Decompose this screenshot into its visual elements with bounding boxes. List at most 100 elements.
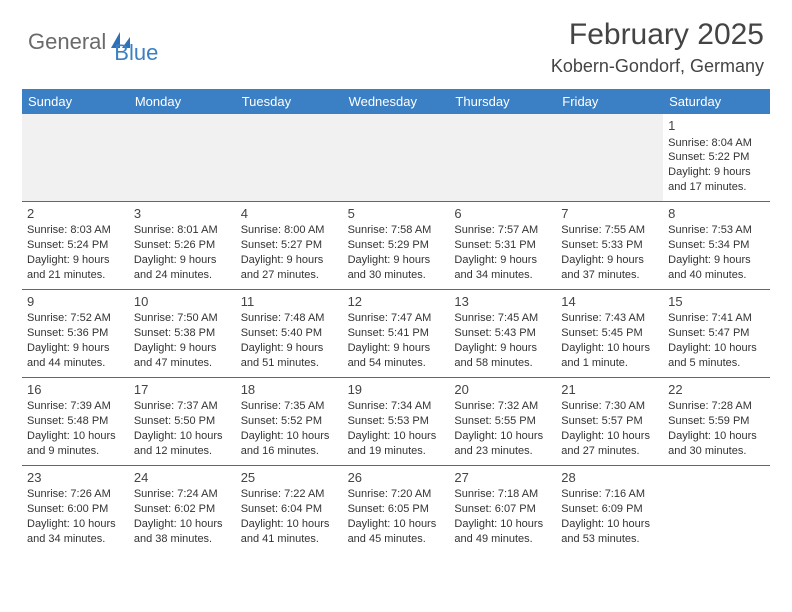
day-number: 24 bbox=[134, 469, 231, 487]
daylight1-line: Daylight: 10 hours bbox=[348, 517, 445, 532]
daylight2-line: and 1 minute. bbox=[561, 356, 658, 371]
sunset-line: Sunset: 5:22 PM bbox=[668, 150, 765, 165]
daylight2-line: and 30 minutes. bbox=[348, 268, 445, 283]
calendar-cell: 1Sunrise: 8:04 AMSunset: 5:22 PMDaylight… bbox=[663, 114, 770, 201]
calendar-cell: 4Sunrise: 8:00 AMSunset: 5:27 PMDaylight… bbox=[236, 202, 343, 289]
sunset-line: Sunset: 5:55 PM bbox=[454, 414, 551, 429]
weekday-header: Thursday bbox=[449, 89, 556, 114]
sunset-line: Sunset: 5:38 PM bbox=[134, 326, 231, 341]
daylight2-line: and 27 minutes. bbox=[241, 268, 338, 283]
sunrise-line: Sunrise: 8:00 AM bbox=[241, 223, 338, 238]
day-number: 13 bbox=[454, 293, 551, 311]
sunset-line: Sunset: 6:09 PM bbox=[561, 502, 658, 517]
sunrise-line: Sunrise: 7:34 AM bbox=[348, 399, 445, 414]
weekday-header: Wednesday bbox=[343, 89, 450, 114]
sunset-line: Sunset: 5:27 PM bbox=[241, 238, 338, 253]
daylight2-line: and 21 minutes. bbox=[27, 268, 124, 283]
calendar-cell: 2Sunrise: 8:03 AMSunset: 5:24 PMDaylight… bbox=[22, 202, 129, 289]
day-number: 20 bbox=[454, 381, 551, 399]
daylight2-line: and 38 minutes. bbox=[134, 532, 231, 547]
weekday-header: Friday bbox=[556, 89, 663, 114]
sunset-line: Sunset: 5:36 PM bbox=[27, 326, 124, 341]
sunset-line: Sunset: 5:45 PM bbox=[561, 326, 658, 341]
sunrise-line: Sunrise: 7:35 AM bbox=[241, 399, 338, 414]
logo-text-general: General bbox=[28, 29, 106, 55]
sunrise-line: Sunrise: 7:37 AM bbox=[134, 399, 231, 414]
sunrise-line: Sunrise: 7:32 AM bbox=[454, 399, 551, 414]
sunrise-line: Sunrise: 7:53 AM bbox=[668, 223, 765, 238]
sunset-line: Sunset: 6:02 PM bbox=[134, 502, 231, 517]
day-number: 1 bbox=[668, 117, 765, 135]
sunset-line: Sunset: 5:34 PM bbox=[668, 238, 765, 253]
daylight2-line: and 37 minutes. bbox=[561, 268, 658, 283]
sunset-line: Sunset: 5:50 PM bbox=[134, 414, 231, 429]
header: General Blue February 2025 Kobern-Gondor… bbox=[0, 0, 792, 83]
sunrise-line: Sunrise: 7:47 AM bbox=[348, 311, 445, 326]
calendar-cell: 21Sunrise: 7:30 AMSunset: 5:57 PMDayligh… bbox=[556, 378, 663, 465]
calendar-cell bbox=[343, 114, 450, 201]
calendar-cell: 10Sunrise: 7:50 AMSunset: 5:38 PMDayligh… bbox=[129, 290, 236, 377]
day-number: 8 bbox=[668, 205, 765, 223]
calendar-cell bbox=[22, 114, 129, 201]
day-number: 25 bbox=[241, 469, 338, 487]
day-number: 15 bbox=[668, 293, 765, 311]
day-number: 4 bbox=[241, 205, 338, 223]
calendar-cell bbox=[236, 114, 343, 201]
sunrise-line: Sunrise: 7:39 AM bbox=[27, 399, 124, 414]
week-row: 16Sunrise: 7:39 AMSunset: 5:48 PMDayligh… bbox=[22, 377, 770, 465]
week-row: 9Sunrise: 7:52 AMSunset: 5:36 PMDaylight… bbox=[22, 289, 770, 377]
sunrise-line: Sunrise: 7:57 AM bbox=[454, 223, 551, 238]
daylight1-line: Daylight: 10 hours bbox=[348, 429, 445, 444]
daylight1-line: Daylight: 9 hours bbox=[134, 253, 231, 268]
daylight1-line: Daylight: 9 hours bbox=[241, 253, 338, 268]
sunrise-line: Sunrise: 8:03 AM bbox=[27, 223, 124, 238]
week-row: 2Sunrise: 8:03 AMSunset: 5:24 PMDaylight… bbox=[22, 201, 770, 289]
day-number: 17 bbox=[134, 381, 231, 399]
sunset-line: Sunset: 5:33 PM bbox=[561, 238, 658, 253]
calendar-cell: 12Sunrise: 7:47 AMSunset: 5:41 PMDayligh… bbox=[343, 290, 450, 377]
calendar-cell: 27Sunrise: 7:18 AMSunset: 6:07 PMDayligh… bbox=[449, 466, 556, 553]
day-number: 6 bbox=[454, 205, 551, 223]
calendar-cell: 13Sunrise: 7:45 AMSunset: 5:43 PMDayligh… bbox=[449, 290, 556, 377]
sunset-line: Sunset: 5:57 PM bbox=[561, 414, 658, 429]
daylight1-line: Daylight: 9 hours bbox=[668, 253, 765, 268]
daylight2-line: and 19 minutes. bbox=[348, 444, 445, 459]
calendar-cell bbox=[129, 114, 236, 201]
logo: General Blue bbox=[28, 18, 158, 66]
sunset-line: Sunset: 5:53 PM bbox=[348, 414, 445, 429]
daylight1-line: Daylight: 10 hours bbox=[241, 517, 338, 532]
daylight2-line: and 51 minutes. bbox=[241, 356, 338, 371]
sunset-line: Sunset: 5:52 PM bbox=[241, 414, 338, 429]
daylight2-line: and 58 minutes. bbox=[454, 356, 551, 371]
calendar-cell: 6Sunrise: 7:57 AMSunset: 5:31 PMDaylight… bbox=[449, 202, 556, 289]
calendar-cell: 24Sunrise: 7:24 AMSunset: 6:02 PMDayligh… bbox=[129, 466, 236, 553]
calendar-cell: 5Sunrise: 7:58 AMSunset: 5:29 PMDaylight… bbox=[343, 202, 450, 289]
calendar-cell: 19Sunrise: 7:34 AMSunset: 5:53 PMDayligh… bbox=[343, 378, 450, 465]
daylight2-line: and 24 minutes. bbox=[134, 268, 231, 283]
daylight1-line: Daylight: 10 hours bbox=[454, 517, 551, 532]
daylight2-line: and 40 minutes. bbox=[668, 268, 765, 283]
daylight2-line: and 17 minutes. bbox=[668, 180, 765, 195]
weekday-header: Sunday bbox=[22, 89, 129, 114]
daylight1-line: Daylight: 9 hours bbox=[348, 341, 445, 356]
day-number: 3 bbox=[134, 205, 231, 223]
day-number: 21 bbox=[561, 381, 658, 399]
calendar-cell: 7Sunrise: 7:55 AMSunset: 5:33 PMDaylight… bbox=[556, 202, 663, 289]
daylight2-line: and 44 minutes. bbox=[27, 356, 124, 371]
sunrise-line: Sunrise: 7:20 AM bbox=[348, 487, 445, 502]
calendar-cell: 18Sunrise: 7:35 AMSunset: 5:52 PMDayligh… bbox=[236, 378, 343, 465]
daylight1-line: Daylight: 10 hours bbox=[27, 517, 124, 532]
sunrise-line: Sunrise: 7:22 AM bbox=[241, 487, 338, 502]
daylight1-line: Daylight: 9 hours bbox=[348, 253, 445, 268]
logo-text-blue: Blue bbox=[114, 40, 158, 66]
day-number: 23 bbox=[27, 469, 124, 487]
calendar-cell: 15Sunrise: 7:41 AMSunset: 5:47 PMDayligh… bbox=[663, 290, 770, 377]
calendar-cell: 25Sunrise: 7:22 AMSunset: 6:04 PMDayligh… bbox=[236, 466, 343, 553]
sunrise-line: Sunrise: 7:43 AM bbox=[561, 311, 658, 326]
sunrise-line: Sunrise: 8:01 AM bbox=[134, 223, 231, 238]
sunset-line: Sunset: 5:24 PM bbox=[27, 238, 124, 253]
sunset-line: Sunset: 5:43 PM bbox=[454, 326, 551, 341]
daylight2-line: and 49 minutes. bbox=[454, 532, 551, 547]
day-number: 14 bbox=[561, 293, 658, 311]
daylight2-line: and 41 minutes. bbox=[241, 532, 338, 547]
